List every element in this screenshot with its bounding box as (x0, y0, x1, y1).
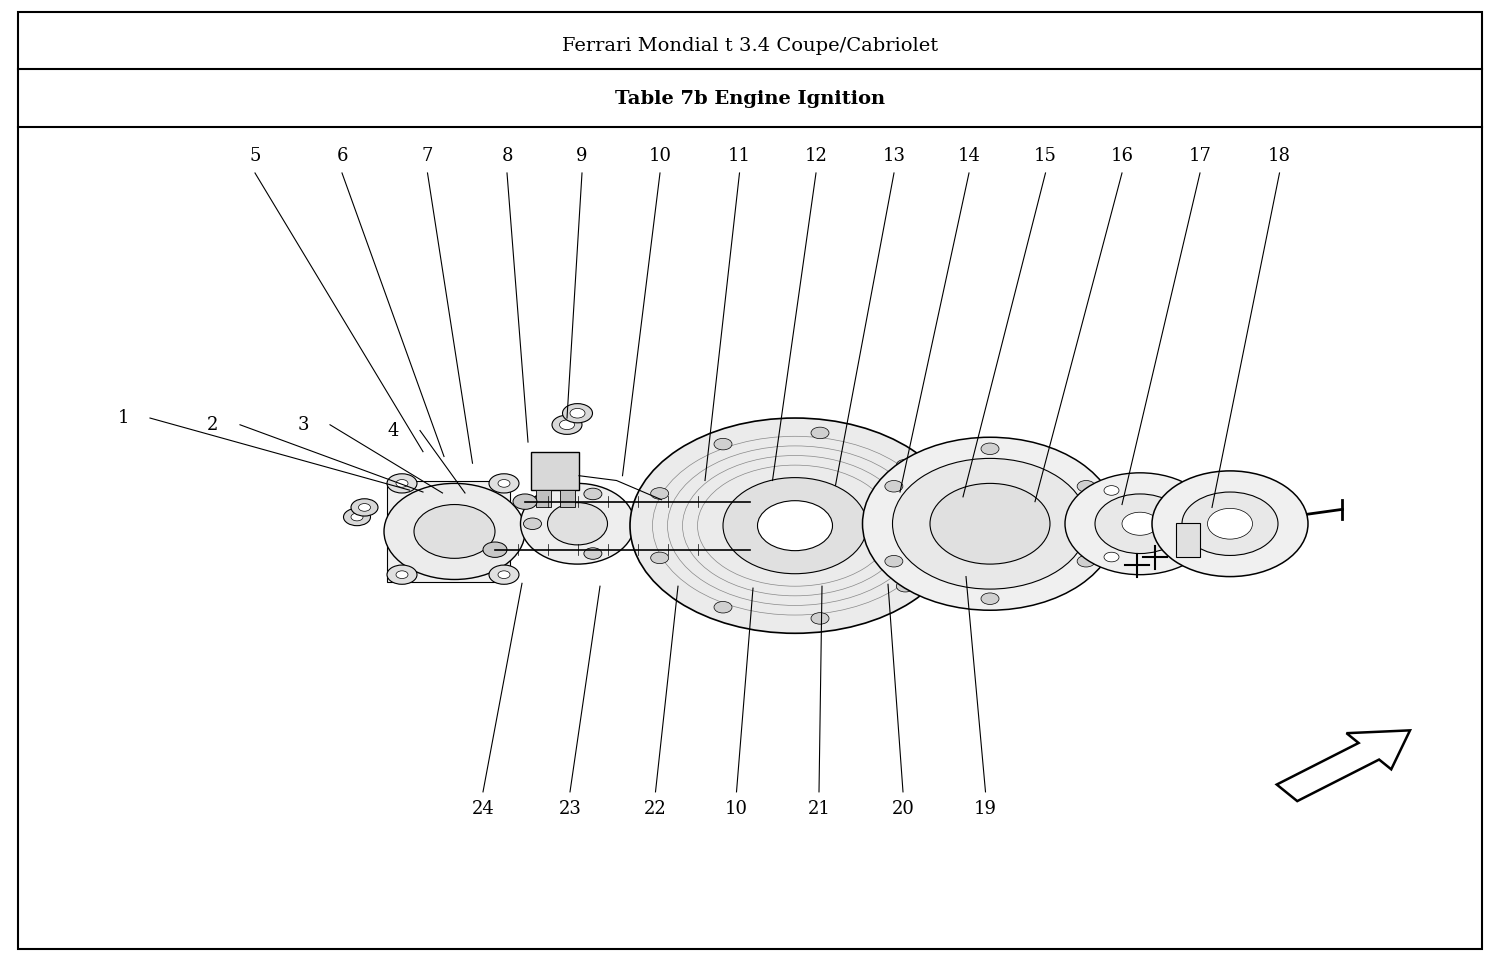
Text: 18: 18 (1268, 147, 1292, 164)
Text: Table 7b Engine Ignition: Table 7b Engine Ignition (615, 90, 885, 108)
Circle shape (513, 494, 537, 509)
Circle shape (1104, 485, 1119, 495)
Text: Ferrari Mondial t 3.4 Coupe/Cabriolet: Ferrari Mondial t 3.4 Coupe/Cabriolet (562, 37, 938, 55)
Circle shape (885, 555, 903, 567)
Text: 21: 21 (807, 801, 831, 818)
Ellipse shape (1152, 471, 1308, 577)
Circle shape (351, 513, 363, 521)
Text: 11: 11 (728, 147, 752, 164)
Ellipse shape (1065, 473, 1215, 575)
Circle shape (387, 474, 417, 493)
Text: 20: 20 (891, 801, 915, 818)
Ellipse shape (548, 503, 608, 545)
Circle shape (1077, 480, 1095, 492)
Circle shape (651, 553, 669, 564)
Ellipse shape (414, 505, 495, 558)
Circle shape (584, 488, 602, 500)
Text: 6: 6 (336, 147, 348, 164)
Text: 4: 4 (387, 422, 399, 439)
Ellipse shape (892, 458, 1088, 589)
Text: 3: 3 (297, 416, 309, 433)
Ellipse shape (1122, 512, 1158, 535)
Ellipse shape (1182, 492, 1278, 555)
Circle shape (1077, 555, 1095, 567)
Text: 10: 10 (724, 801, 748, 818)
Circle shape (498, 480, 510, 487)
Text: 17: 17 (1188, 147, 1212, 164)
Circle shape (396, 480, 408, 487)
Text: 19: 19 (974, 801, 998, 818)
Ellipse shape (723, 478, 867, 574)
Circle shape (897, 580, 915, 592)
Text: 8: 8 (501, 147, 513, 164)
Ellipse shape (1208, 508, 1252, 539)
Ellipse shape (862, 437, 1118, 610)
Circle shape (570, 408, 585, 418)
Ellipse shape (520, 483, 634, 564)
Circle shape (498, 571, 510, 579)
Circle shape (930, 520, 948, 531)
Text: 23: 23 (558, 801, 582, 818)
Circle shape (1190, 519, 1204, 529)
Text: 2: 2 (207, 416, 219, 433)
Text: 15: 15 (1034, 147, 1058, 164)
Circle shape (714, 438, 732, 450)
Circle shape (489, 565, 519, 584)
Circle shape (584, 548, 602, 559)
Bar (531, 452, 579, 490)
Circle shape (489, 474, 519, 493)
Text: 14: 14 (957, 147, 981, 164)
Text: 9: 9 (576, 147, 588, 164)
Circle shape (524, 518, 542, 530)
Text: 22: 22 (644, 801, 668, 818)
Circle shape (897, 459, 915, 471)
Circle shape (812, 427, 830, 438)
Circle shape (483, 542, 507, 557)
Circle shape (981, 593, 999, 604)
Text: 1: 1 (117, 409, 129, 427)
Circle shape (560, 420, 574, 430)
Circle shape (812, 613, 830, 625)
Bar (1176, 523, 1200, 557)
Circle shape (562, 404, 592, 423)
Ellipse shape (1095, 494, 1185, 554)
Circle shape (344, 508, 370, 526)
Circle shape (1104, 553, 1119, 562)
Ellipse shape (630, 418, 960, 633)
Circle shape (358, 504, 370, 511)
Text: 13: 13 (882, 147, 906, 164)
Bar (536, 490, 550, 507)
Circle shape (981, 443, 999, 455)
Circle shape (651, 487, 669, 499)
Circle shape (396, 571, 408, 579)
Circle shape (351, 499, 378, 516)
Circle shape (387, 565, 417, 584)
Circle shape (885, 480, 903, 492)
Text: 16: 16 (1110, 147, 1134, 164)
Text: 7: 7 (422, 147, 434, 164)
Text: 24: 24 (471, 801, 495, 818)
Ellipse shape (930, 483, 1050, 564)
Text: 12: 12 (804, 147, 828, 164)
Circle shape (714, 602, 732, 613)
Text: 5: 5 (249, 147, 261, 164)
FancyArrow shape (1276, 730, 1410, 801)
Text: 10: 10 (648, 147, 672, 164)
Bar (387, 481, 510, 582)
Ellipse shape (758, 501, 833, 551)
Ellipse shape (384, 483, 525, 579)
Circle shape (552, 415, 582, 434)
Bar (560, 490, 574, 507)
